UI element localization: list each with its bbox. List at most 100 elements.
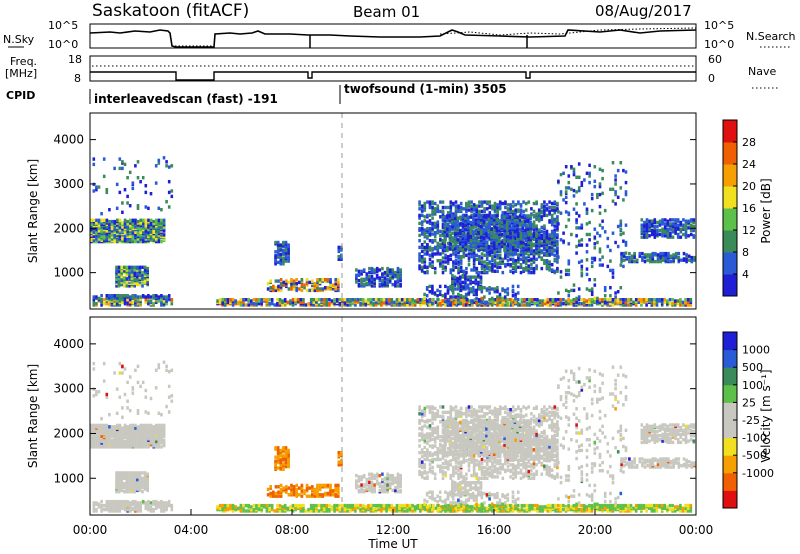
power-cell — [661, 258, 665, 262]
power-cell — [459, 205, 463, 210]
power-cell — [100, 218, 103, 222]
power-frame — [89, 112, 697, 310]
velocity-cell — [134, 445, 137, 449]
power-cell — [360, 269, 363, 273]
power-cell — [454, 259, 458, 263]
power-cell — [524, 219, 527, 223]
power-cell — [426, 227, 429, 231]
power-cell — [456, 287, 459, 291]
power-cell — [553, 200, 557, 204]
power-cell — [614, 192, 617, 197]
power-cell — [585, 258, 589, 262]
power-cell — [474, 214, 478, 218]
power-cell — [559, 190, 563, 194]
power-cell — [218, 300, 222, 304]
power-cell — [461, 280, 465, 285]
power-cell — [509, 239, 512, 244]
power-cell — [496, 295, 499, 299]
power-cell — [425, 294, 429, 298]
power-cell — [431, 260, 434, 264]
power-cell — [348, 303, 352, 307]
power-cell — [477, 283, 480, 287]
power-cell — [530, 212, 533, 216]
power-cell — [446, 247, 449, 251]
power-cell — [459, 247, 462, 251]
power-cell — [556, 224, 559, 228]
power-cell — [532, 259, 536, 263]
power-cell — [611, 231, 615, 235]
power-cell — [420, 257, 424, 261]
velocity-cell — [136, 477, 139, 482]
power-cell — [511, 288, 515, 293]
velocity-cell — [136, 484, 139, 488]
power-cell — [459, 231, 462, 235]
power-cell — [669, 254, 673, 258]
power-cell — [411, 300, 414, 304]
power-cell — [492, 238, 496, 242]
power-cell — [689, 228, 693, 233]
power-cell — [453, 283, 457, 287]
velocity-cell — [131, 442, 135, 446]
power-cell — [360, 284, 363, 288]
power-cell — [423, 252, 427, 256]
power-cell — [493, 287, 497, 291]
velocity-cell — [110, 425, 114, 429]
power-cell — [482, 230, 486, 234]
power-cell — [438, 302, 442, 306]
power-cell — [619, 219, 623, 223]
velocity-cell — [115, 499, 119, 504]
power-cell — [438, 292, 442, 297]
power-cell — [557, 210, 560, 214]
power-cell — [461, 227, 465, 231]
power-cell — [588, 163, 591, 167]
ytick-label: 2000 — [53, 221, 84, 235]
power-cell — [622, 231, 625, 235]
power-cell — [312, 298, 316, 302]
power-cell — [619, 298, 622, 302]
power-cell — [462, 255, 466, 259]
power-cell — [95, 188, 98, 192]
velocity-cell — [136, 480, 139, 484]
power-cell — [346, 303, 349, 307]
power-cell — [444, 253, 447, 257]
power-cell — [346, 298, 349, 302]
power-cell — [624, 190, 628, 194]
power-cell — [550, 223, 554, 227]
power-cell — [598, 184, 602, 189]
power-cell — [160, 300, 163, 304]
power-cell — [451, 284, 455, 289]
power-cell — [532, 256, 536, 260]
power-cell — [464, 227, 467, 231]
power-cell — [115, 206, 119, 210]
power-cell — [426, 265, 429, 269]
power-cell — [482, 239, 486, 243]
power-cell — [466, 244, 470, 249]
nsky-frame — [89, 23, 697, 49]
power-cell — [128, 284, 131, 288]
power-cell — [92, 295, 96, 299]
power-cell — [480, 209, 484, 214]
power-cell — [90, 218, 93, 222]
power-cell — [378, 282, 382, 287]
power-cell — [501, 270, 505, 275]
power-cell — [553, 224, 557, 228]
power-cell — [242, 300, 245, 304]
power-cell — [441, 233, 445, 238]
power-cell — [596, 231, 599, 235]
power-cell — [356, 298, 360, 302]
power-cell — [459, 222, 462, 226]
power-cell — [492, 222, 496, 226]
power-cell — [485, 234, 488, 238]
power-cell — [92, 298, 96, 302]
power-cell — [527, 264, 531, 268]
power-cell — [167, 165, 171, 169]
power-cell — [142, 223, 145, 228]
power-cell — [506, 287, 510, 291]
power-cell — [386, 266, 389, 271]
power-cell — [583, 202, 586, 206]
power-cell — [504, 211, 507, 215]
freq-line — [90, 71, 696, 81]
freq-frame — [89, 55, 697, 82]
power-cell — [572, 170, 576, 174]
